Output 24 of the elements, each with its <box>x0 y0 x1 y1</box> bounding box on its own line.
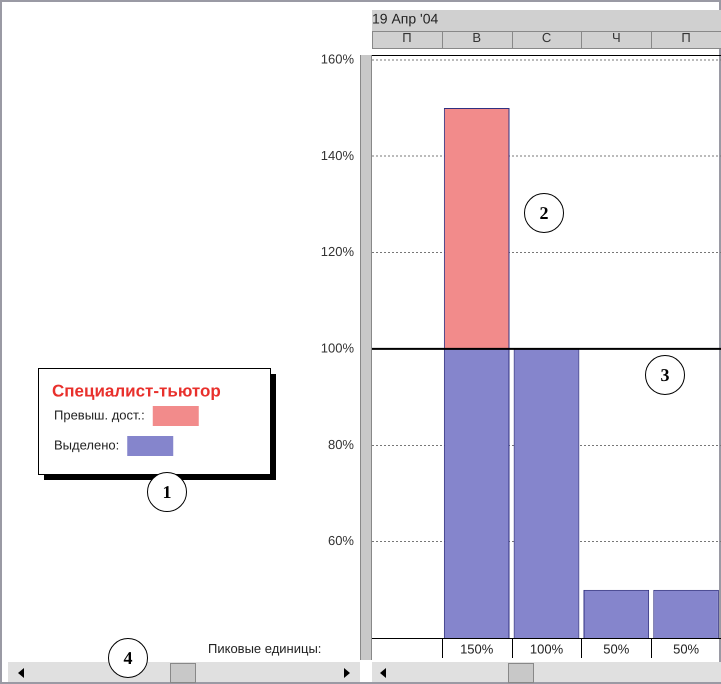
legend-label: Превыш. дост.: <box>54 408 145 423</box>
x-tick-label: П <box>402 30 412 45</box>
text: Пиковые единицы: <box>208 641 322 656</box>
y-tick-label: 60% <box>328 533 354 548</box>
x-tick-label: Ч <box>612 30 621 45</box>
x-tick-label: П <box>681 30 691 45</box>
legend-title: Специалист-тьютор <box>52 382 221 401</box>
legend-label: Выделено: <box>54 438 120 453</box>
x-tick-label: В <box>472 30 482 45</box>
annotation: 3 <box>645 355 685 395</box>
total-label: 50% <box>603 642 630 657</box>
total-label: 100% <box>530 642 564 657</box>
text: 1 <box>147 472 187 512</box>
x-axis-title: 19 Апр '04 <box>372 10 439 26</box>
total-label: 50% <box>673 642 700 657</box>
x-tick-label: С <box>542 30 552 45</box>
total-label: 150% <box>460 642 494 657</box>
y-tick-label: 80% <box>328 436 354 452</box>
annotation: 2 <box>524 193 564 233</box>
y-tick-label: 120% <box>320 244 354 260</box>
text: 4 <box>108 638 148 678</box>
y-tick-label: 160% <box>320 51 354 66</box>
y-tick-label: 140% <box>320 148 354 163</box>
y-tick-label: 100% <box>320 340 354 356</box>
